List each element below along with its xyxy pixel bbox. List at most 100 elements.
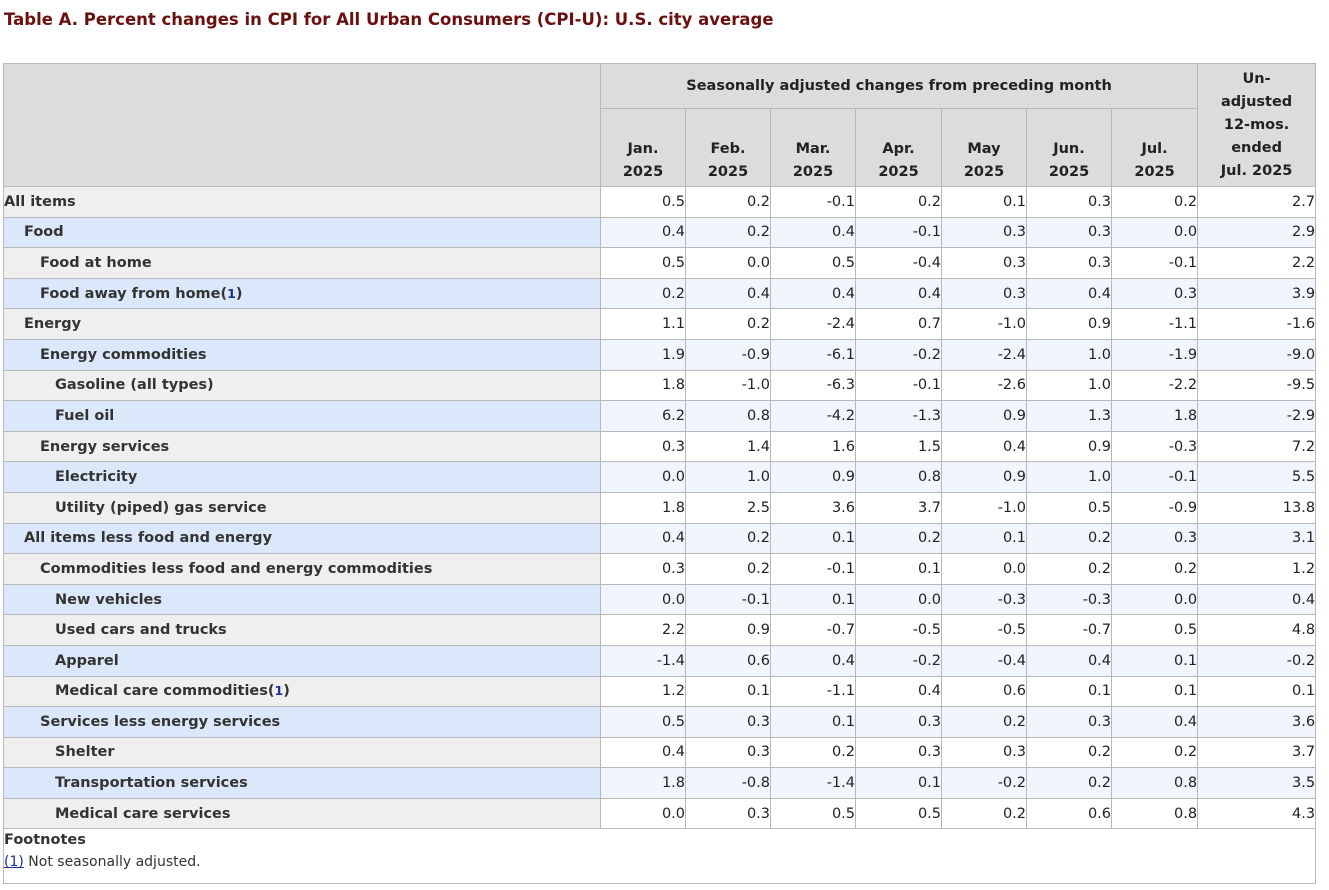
unadjusted-header-line: Jul. 2025 <box>1220 162 1293 179</box>
table-cell: 0.4 <box>600 522 686 555</box>
table-cell: -1.0 <box>941 491 1027 524</box>
row-label: Energy services <box>3 430 601 463</box>
table-cell: 5.5 <box>1197 461 1317 493</box>
table-cell: -0.2 <box>855 644 942 677</box>
row-label: Used cars and trucks <box>3 614 601 646</box>
table-row: Electricity 0.0 1.0 0.9 0.8 0.9 1.0 -0.1 5.5 <box>3 461 1317 493</box>
row-label: Medical care commodities(1) <box>3 675 601 708</box>
table-cell: -9.0 <box>1197 338 1317 371</box>
table-row: Commodities less food and energy commodi… <box>3 553 1317 585</box>
table-cell: 3.6 <box>770 491 856 524</box>
table-cell: -9.5 <box>1197 369 1317 402</box>
table-row: Medical care services 0.0 0.3 0.5 0.5 0.2 0.6 0… <box>3 797 1317 830</box>
footnote-ref-link[interactable]: 1 <box>274 683 284 699</box>
table-cell: 1.6 <box>770 430 856 463</box>
table-cell: -0.3 <box>1110 430 1199 463</box>
month-header-name: Mar. <box>795 141 831 157</box>
row-label: New vehicles <box>3 583 601 616</box>
month-header: Mar. 2025 <box>770 108 856 187</box>
row-label: Commodities less food and energy commodi… <box>3 553 601 585</box>
table-cell: 0.0 <box>600 461 686 493</box>
table-cell: 4.8 <box>1197 614 1317 646</box>
month-header-year: 2025 <box>878 164 919 180</box>
table-cell: 0.2 <box>685 522 771 555</box>
table-cell: -0.7 <box>1026 614 1112 646</box>
table-cell: 3.1 <box>1197 522 1317 555</box>
table-cell: 0.2 <box>1026 767 1112 799</box>
table-cell: 0.2 <box>600 277 686 310</box>
table-cell: 0.1 <box>1110 675 1199 708</box>
table-cell: 2.2 <box>600 614 686 646</box>
table-cell: -0.8 <box>685 767 771 799</box>
table-cell: -2.2 <box>1110 369 1199 402</box>
table-cell: -6.1 <box>770 338 856 371</box>
table-cell: 2.9 <box>1197 216 1317 249</box>
table-cell: 0.4 <box>1026 644 1112 677</box>
table-cell: -0.2 <box>941 767 1027 799</box>
table-cell: 0.0 <box>941 553 1027 585</box>
footnote-1: (1) Not seasonally adjusted. <box>4 851 1315 873</box>
month-header: Jan. 2025 <box>600 108 686 187</box>
table-cell: -0.1 <box>1110 247 1199 279</box>
row-label: Energy commodities <box>3 338 601 371</box>
unadjusted-header: Un-adjusted 12-mos. ended Jul. 2025 <box>1197 63 1317 187</box>
month-header: Jul. 2025 <box>1110 108 1199 187</box>
table-row: Fuel oil 6.2 0.8 -4.2 -1.3 0.9 1.3 1.8 -2.9 <box>3 400 1317 432</box>
row-label-text: Energy services <box>40 438 170 455</box>
table-cell: 0.3 <box>1026 247 1112 279</box>
row-label-text: Food away from home <box>40 285 221 302</box>
table-cell: 0.0 <box>855 583 942 616</box>
month-header: Apr. 2025 <box>855 108 942 187</box>
row-label: Electricity <box>3 461 601 493</box>
unadjusted-header-line: ended <box>1231 139 1282 156</box>
row-label-text: Energy commodities <box>40 346 207 363</box>
table-cell: -0.5 <box>855 614 942 646</box>
table-row: Transportation services 1.8 -0.8 -1.4 0.1 -0.… <box>3 767 1317 799</box>
table-cell: 0.9 <box>770 461 856 493</box>
table-cell: 0.4 <box>770 644 856 677</box>
table-row: Energy commodities 1.9 -0.9 -6.1 -0.2 -2.4 1.0… <box>3 338 1317 371</box>
footnote-1-text: Not seasonally adjusted. <box>23 854 201 871</box>
table-cell: -0.7 <box>770 614 856 646</box>
table-cell: 0.1 <box>1026 675 1112 708</box>
row-label-text: Gasoline (all types) <box>55 377 214 394</box>
table-cell: -1.1 <box>770 675 856 708</box>
footnote-ref-link[interactable]: 1 <box>227 285 236 301</box>
table-cell: -0.2 <box>855 338 942 371</box>
table-cell: 0.5 <box>1110 614 1199 646</box>
table-cell: 0.2 <box>1026 553 1112 585</box>
row-label: Services less energy services <box>3 706 601 738</box>
month-header-year: 2025 <box>1048 164 1090 180</box>
footnote-1-link[interactable]: (1) <box>4 854 24 871</box>
month-header: Feb. 2025 <box>685 108 771 187</box>
table-cell: 1.2 <box>1197 553 1317 585</box>
table-row: Energy 1.1 0.2 -2.4 0.7 -1.0 0.9 -1.1 -1.6 <box>3 308 1317 340</box>
table-cell: 1.0 <box>1026 461 1112 493</box>
month-header: May 2025 <box>941 108 1027 187</box>
row-label: All items less food and energy <box>3 522 601 555</box>
row-label-text: Fuel oil <box>55 407 115 424</box>
table-cell: -1.0 <box>685 369 771 402</box>
table-cell: -4.2 <box>770 400 856 432</box>
table-row: New vehicles 0.0 -0.1 0.1 0.0 -0.3 -0.3 0.0 0.4 <box>3 583 1317 616</box>
row-label-text: Utility (piped) gas service <box>55 499 267 516</box>
table-cell: -6.3 <box>770 369 856 402</box>
table-cell: 0.4 <box>600 216 686 249</box>
row-label: Food away from home(1) <box>3 277 601 310</box>
table-cell: 0.9 <box>1026 308 1112 340</box>
table-row: Medical care commodities(1) 1.2 0.1 -1.1 0.4… <box>3 675 1317 708</box>
table-cell: -0.3 <box>941 583 1027 616</box>
table-cell: 0.1 <box>770 706 856 738</box>
row-label: Shelter <box>3 736 601 769</box>
table-cell: 3.5 <box>1197 767 1317 799</box>
table-cell: 1.8 <box>1110 400 1199 432</box>
table-cell: 0.1 <box>1110 644 1199 677</box>
table-cell: 0.1 <box>941 522 1027 555</box>
row-label-text: New vehicles <box>55 591 163 608</box>
table-row: Energy services 0.3 1.4 1.6 1.5 0.4 0.9 -0.3 7.2 <box>3 430 1317 463</box>
unadjusted-header-line: Un- <box>1242 70 1271 87</box>
seasonal-header: Seasonally adjusted changes from precedi… <box>599 63 1199 109</box>
month-header: Jun. 2025 <box>1026 108 1112 187</box>
table-title: Table A. Percent changes in CPI for All … <box>4 10 774 29</box>
table-row: Food away from home(1) 0.2 0.4 0.4 0.4 0.3 0.4… <box>3 277 1317 310</box>
